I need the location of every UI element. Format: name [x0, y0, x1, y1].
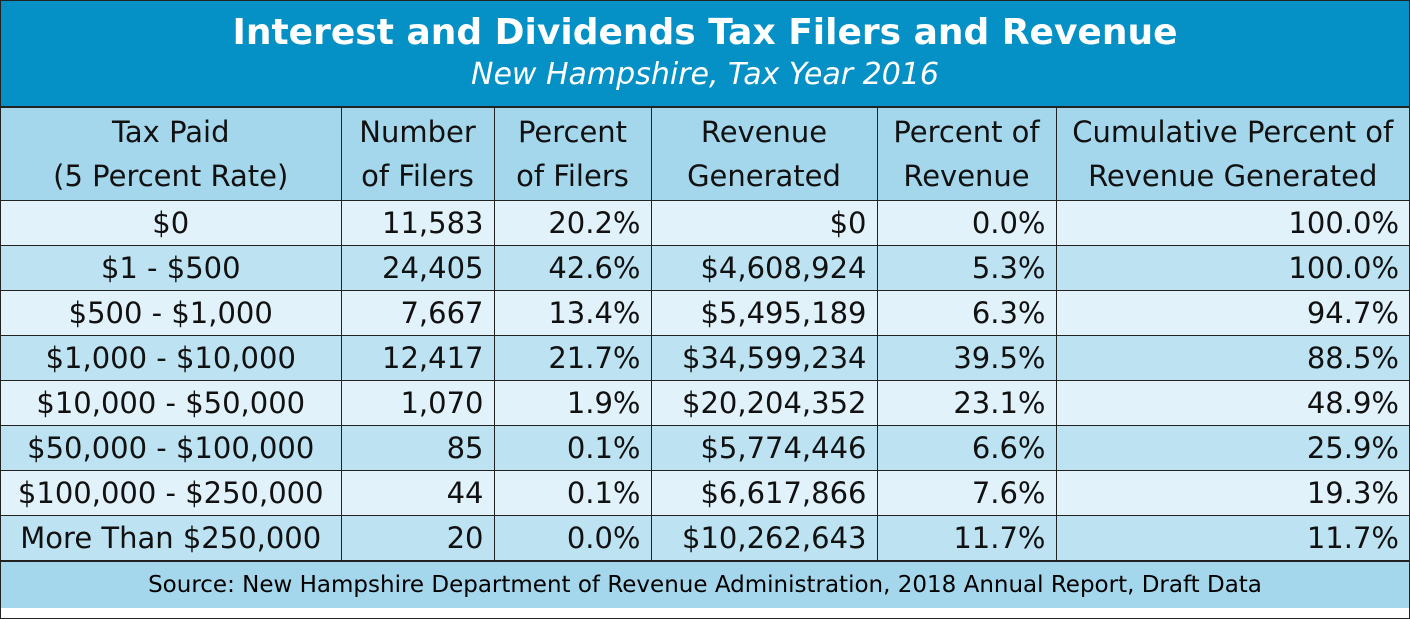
table-cell: 88.5%: [1055, 335, 1409, 381]
table-cell: $100,000 - $250,000: [1, 470, 342, 516]
table-cell: 6.6%: [876, 425, 1057, 471]
column-header: Cumulative Percent of Revenue Generated: [1055, 108, 1409, 201]
column-header-line: Revenue: [700, 115, 828, 149]
table-cell: 100.0%: [1055, 245, 1409, 291]
table-row: $1,000 - $10,000 12,417 21.7% $34,599,234 39…: [1, 335, 1409, 381]
table-title: Interest and Dividends Tax Filers and Re…: [232, 12, 1178, 53]
table-cell: $5,495,189: [650, 290, 878, 336]
column-header: Percent of Filers: [493, 108, 652, 201]
table-row: $100,000 - $250,000 44 0.1% $6,617,866 7.6% 1…: [1, 470, 1409, 516]
table-cell: 1.9%: [493, 380, 652, 426]
column-header: Tax Paid (5 Percent Rate): [1, 108, 342, 201]
table-cell: $34,599,234: [650, 335, 878, 381]
column-header-line: Revenue: [903, 159, 1030, 193]
table-cell: 11.7%: [876, 515, 1057, 561]
column-header: Number of Filers: [340, 108, 495, 201]
column-header: Percent of Revenue: [876, 108, 1057, 201]
column-header-line: Percent: [517, 115, 628, 149]
column-header-line: of Filers: [361, 159, 474, 193]
column-header-line: Cumulative Percent of: [1072, 115, 1394, 149]
table-cell: 0.0%: [876, 200, 1057, 246]
title-bar: Interest and Dividends Tax Filers and Re…: [1, 1, 1409, 108]
column-header-line: Tax Paid: [112, 115, 230, 149]
table-row: $50,000 - $100,000 85 0.1% $5,774,446 6.6% 25…: [1, 425, 1409, 471]
table-cell: 7.6%: [876, 470, 1057, 516]
table-cell: $10,262,643: [650, 515, 878, 561]
column-header-line: Percent of: [893, 115, 1040, 149]
table-cell: 23.1%: [876, 380, 1057, 426]
table-subtitle: New Hampshire, Tax Year 2016: [471, 57, 939, 92]
table-cell: $0: [650, 200, 878, 246]
table-cell: 6.3%: [876, 290, 1057, 336]
table-cell: $4,608,924: [650, 245, 878, 291]
column-header-line: Revenue Generated: [1088, 159, 1378, 193]
table-cell: 0.1%: [493, 470, 652, 516]
table-cell: 24,405: [340, 245, 495, 291]
data-table: Tax Paid (5 Percent Rate) Number of Filers P…: [1, 108, 1409, 561]
table-cell: 39.5%: [876, 335, 1057, 381]
table-cell: 1,070: [340, 380, 495, 426]
table-cell: $1 - $500: [1, 245, 342, 291]
table-cell: 13.4%: [493, 290, 652, 336]
table-cell: $0: [1, 200, 342, 246]
table-cell: $5,774,446: [650, 425, 878, 471]
column-header-line: of Filers: [516, 159, 629, 193]
table-cell: 11,583: [340, 200, 495, 246]
table-row: More Than $250,000 20 0.0% $10,262,643 11.7%…: [1, 515, 1409, 561]
table-row: $0 11,583 20.2% $0 0.0% 100.0%: [1, 200, 1409, 246]
table-cell: 48.9%: [1055, 380, 1409, 426]
table-row: $10,000 - $50,000 1,070 1.9% $20,204,352 23.…: [1, 380, 1409, 426]
column-header-line: Number: [359, 115, 476, 149]
table-cell: $20,204,352: [650, 380, 878, 426]
table-cell: 94.7%: [1055, 290, 1409, 336]
table-cell: 42.6%: [493, 245, 652, 291]
column-header-line: (5 Percent Rate): [53, 159, 289, 193]
table-cell: 7,667: [340, 290, 495, 336]
table-cell: 0.0%: [493, 515, 652, 561]
header-row: Tax Paid (5 Percent Rate) Number of Filers P…: [1, 108, 1409, 201]
table-cell: $500 - $1,000: [1, 290, 342, 336]
table-row: $500 - $1,000 7,667 13.4% $5,495,189 6.3% 94.…: [1, 290, 1409, 336]
table-cell: More Than $250,000: [1, 515, 342, 561]
table-cell: $1,000 - $10,000: [1, 335, 342, 381]
column-header: Revenue Generated: [650, 108, 878, 201]
table-cell: $6,617,866: [650, 470, 878, 516]
table-cell: $50,000 - $100,000: [1, 425, 342, 471]
table-cell: 11.7%: [1055, 515, 1409, 561]
table-cell: 100.0%: [1055, 200, 1409, 246]
table-cell: $10,000 - $50,000: [1, 380, 342, 426]
table-cell: 85: [340, 425, 495, 471]
column-header-line: Generated: [687, 159, 841, 193]
table-cell: 21.7%: [493, 335, 652, 381]
table-cell: 44: [340, 470, 495, 516]
table-cell: 25.9%: [1055, 425, 1409, 471]
table-cell: 0.1%: [493, 425, 652, 471]
table-cell: 20: [340, 515, 495, 561]
table-cell: 20.2%: [493, 200, 652, 246]
table-cell: 12,417: [340, 335, 495, 381]
table-row: $1 - $500 24,405 42.6% $4,608,924 5.3% 100.0%: [1, 245, 1409, 291]
table-cell: 5.3%: [876, 245, 1057, 291]
table-cell: 19.3%: [1055, 470, 1409, 516]
source-note: Source: New Hampshire Department of Reve…: [1, 561, 1409, 608]
